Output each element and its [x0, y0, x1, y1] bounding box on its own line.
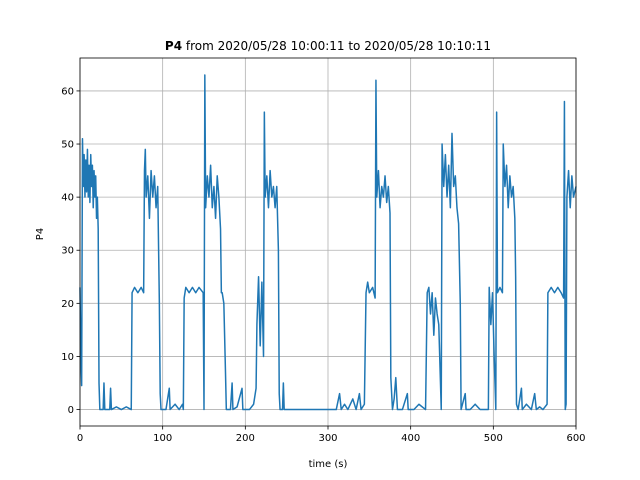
y-tick-label: 20: [61, 299, 74, 310]
x-axis-label: time (s): [309, 459, 348, 470]
y-tick-label: 10: [61, 352, 74, 363]
y-tick-label: 0: [68, 405, 74, 416]
x-tick-label: 0: [77, 433, 83, 444]
y-tick-label: 60: [61, 86, 74, 97]
x-tick-label: 200: [236, 433, 255, 444]
title-range: from 2020/05/28 10:00:11 to 2020/05/28 1…: [186, 39, 491, 53]
title-variable: P4: [165, 39, 182, 53]
x-tick-label: 400: [401, 433, 420, 444]
x-tick-label: 600: [566, 433, 585, 444]
y-tick-label: 40: [61, 193, 74, 204]
x-tick-label: 100: [153, 433, 172, 444]
x-tick-label: 500: [484, 433, 503, 444]
plot-frame: [79, 57, 577, 427]
data-line: [79, 74, 577, 411]
chart-title: P4 from 2020/05/28 10:00:11 to 2020/05/2…: [165, 39, 491, 53]
y-axis-label: P4: [35, 228, 46, 240]
y-tick-label: 50: [61, 140, 74, 151]
x-tick-label: 300: [318, 433, 337, 444]
y-tick-label: 30: [61, 246, 74, 257]
